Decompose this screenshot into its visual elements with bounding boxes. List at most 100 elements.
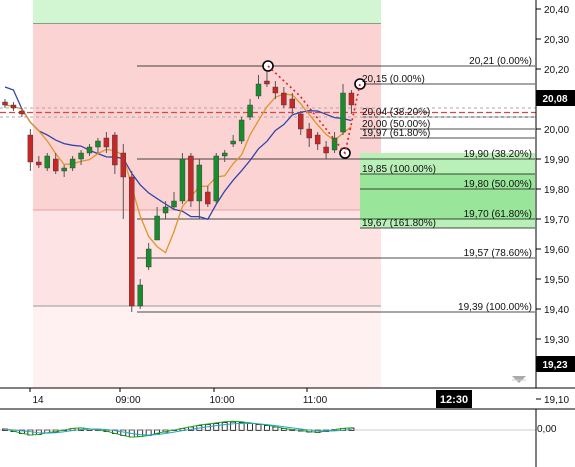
last-price-box: 19,23 xyxy=(536,356,575,372)
price-tick-label: 19,70 xyxy=(544,215,569,226)
fib-labels: 20,21 (0.00%) 20,15 (0.00%) 20,04 (38.20%)… xyxy=(362,56,532,313)
price-tick-label: 20,40 xyxy=(544,5,569,16)
candle xyxy=(53,153,59,174)
oscillator-panel xyxy=(0,409,537,467)
candle xyxy=(213,153,219,204)
osc-bar xyxy=(255,424,262,431)
swing-markers xyxy=(262,60,366,159)
candle xyxy=(10,102,17,111)
time-tick-label: 11:00 xyxy=(303,395,328,406)
candle-body xyxy=(272,86,279,94)
time-tick-label: 14 xyxy=(32,395,44,406)
candle xyxy=(103,132,110,153)
candle xyxy=(289,93,295,114)
candle xyxy=(247,99,253,120)
price-tick-label: 19,90 xyxy=(544,155,569,166)
price-tick-label: 19,50 xyxy=(544,275,569,286)
candle-body xyxy=(129,176,135,307)
fib-label: 20,21 (0.00%) xyxy=(469,56,532,67)
fib-label: 20,00 (50.00%) xyxy=(362,119,430,130)
candle xyxy=(298,111,304,135)
fib-label: 19,57 (78.60%) xyxy=(464,248,532,259)
candle xyxy=(19,108,25,117)
candle-body xyxy=(264,80,270,85)
candle xyxy=(171,192,177,210)
candle-body xyxy=(331,137,338,151)
ma-blue-line xyxy=(4,86,352,221)
time-marker-label: 12:30 xyxy=(440,394,468,406)
price-tick-label: 20,30 xyxy=(544,35,569,46)
candle-body xyxy=(230,140,236,145)
fib-label: 20,04 (38.20%) xyxy=(362,107,430,118)
fib-label: 19,39 (100.00%) xyxy=(458,302,532,313)
fib-label: 20,15 (0.00%) xyxy=(362,74,425,85)
candle-body xyxy=(61,167,67,172)
candle xyxy=(44,153,50,171)
candle xyxy=(306,123,312,147)
target-box-inner xyxy=(360,174,535,219)
candle-body xyxy=(95,140,101,148)
candle-body xyxy=(154,215,160,241)
candle xyxy=(179,153,186,204)
candle xyxy=(264,72,270,87)
candle-body xyxy=(120,152,127,178)
candle xyxy=(230,135,236,147)
candle-body xyxy=(137,284,143,307)
candle-body xyxy=(238,119,245,142)
current-price-box: 20,08 xyxy=(536,90,575,106)
osc-line-green xyxy=(4,420,352,438)
candle xyxy=(348,90,355,114)
candle xyxy=(112,132,118,174)
candle-body xyxy=(314,134,321,145)
green-zone xyxy=(33,0,381,24)
candle xyxy=(95,138,101,153)
candle-body xyxy=(255,83,262,97)
candle-body xyxy=(281,92,287,106)
candle-body xyxy=(348,92,355,106)
candle xyxy=(86,144,93,156)
fib-label: 19,80 (50.00%) xyxy=(464,179,532,190)
candle-body xyxy=(340,92,346,133)
fib-label: 19,97 (61.80%) xyxy=(362,128,430,139)
time-axis[interactable]: 14 09:00 10:00 11:00 xyxy=(29,388,328,406)
scroll-down-icon[interactable] xyxy=(512,376,526,383)
fib-label: 19,67 (161.80%) xyxy=(362,218,436,229)
ma-orange-line xyxy=(4,93,352,254)
candle xyxy=(331,132,338,153)
osc-bar xyxy=(221,422,228,431)
candle-body xyxy=(205,191,211,205)
candle-body xyxy=(69,158,76,169)
candle xyxy=(238,117,245,144)
price-tick-label: 20,00 xyxy=(544,125,569,136)
candle xyxy=(162,201,169,219)
candle-body xyxy=(112,134,118,166)
candles xyxy=(2,72,355,312)
candle-body xyxy=(162,206,169,214)
red-zone-faint xyxy=(33,306,381,388)
candle-body xyxy=(221,152,228,157)
candle-body xyxy=(19,110,25,115)
price-axis[interactable]: 20,4020,3020,2020,1020,0019,9019,8019,70… xyxy=(535,0,569,406)
osc-bar xyxy=(213,423,220,431)
oscillator-zero-label: 0,00 xyxy=(537,424,557,435)
candle xyxy=(145,243,152,270)
candle xyxy=(137,279,143,309)
candle xyxy=(36,156,42,168)
osc-bar xyxy=(137,429,144,437)
wave-path xyxy=(267,65,361,155)
candle-body xyxy=(196,164,203,202)
candle-body xyxy=(86,146,93,154)
candle xyxy=(61,165,67,177)
candle xyxy=(196,159,203,219)
osc-bar xyxy=(230,421,237,431)
osc-line-blue xyxy=(4,422,352,436)
price-tick-label: 19,10 xyxy=(544,395,569,406)
candle xyxy=(129,171,135,312)
candle xyxy=(272,81,279,99)
candle-body xyxy=(53,158,59,172)
candle xyxy=(205,186,211,207)
candle xyxy=(323,141,329,159)
swing-high-2-marker xyxy=(354,78,366,90)
candle xyxy=(120,144,127,219)
